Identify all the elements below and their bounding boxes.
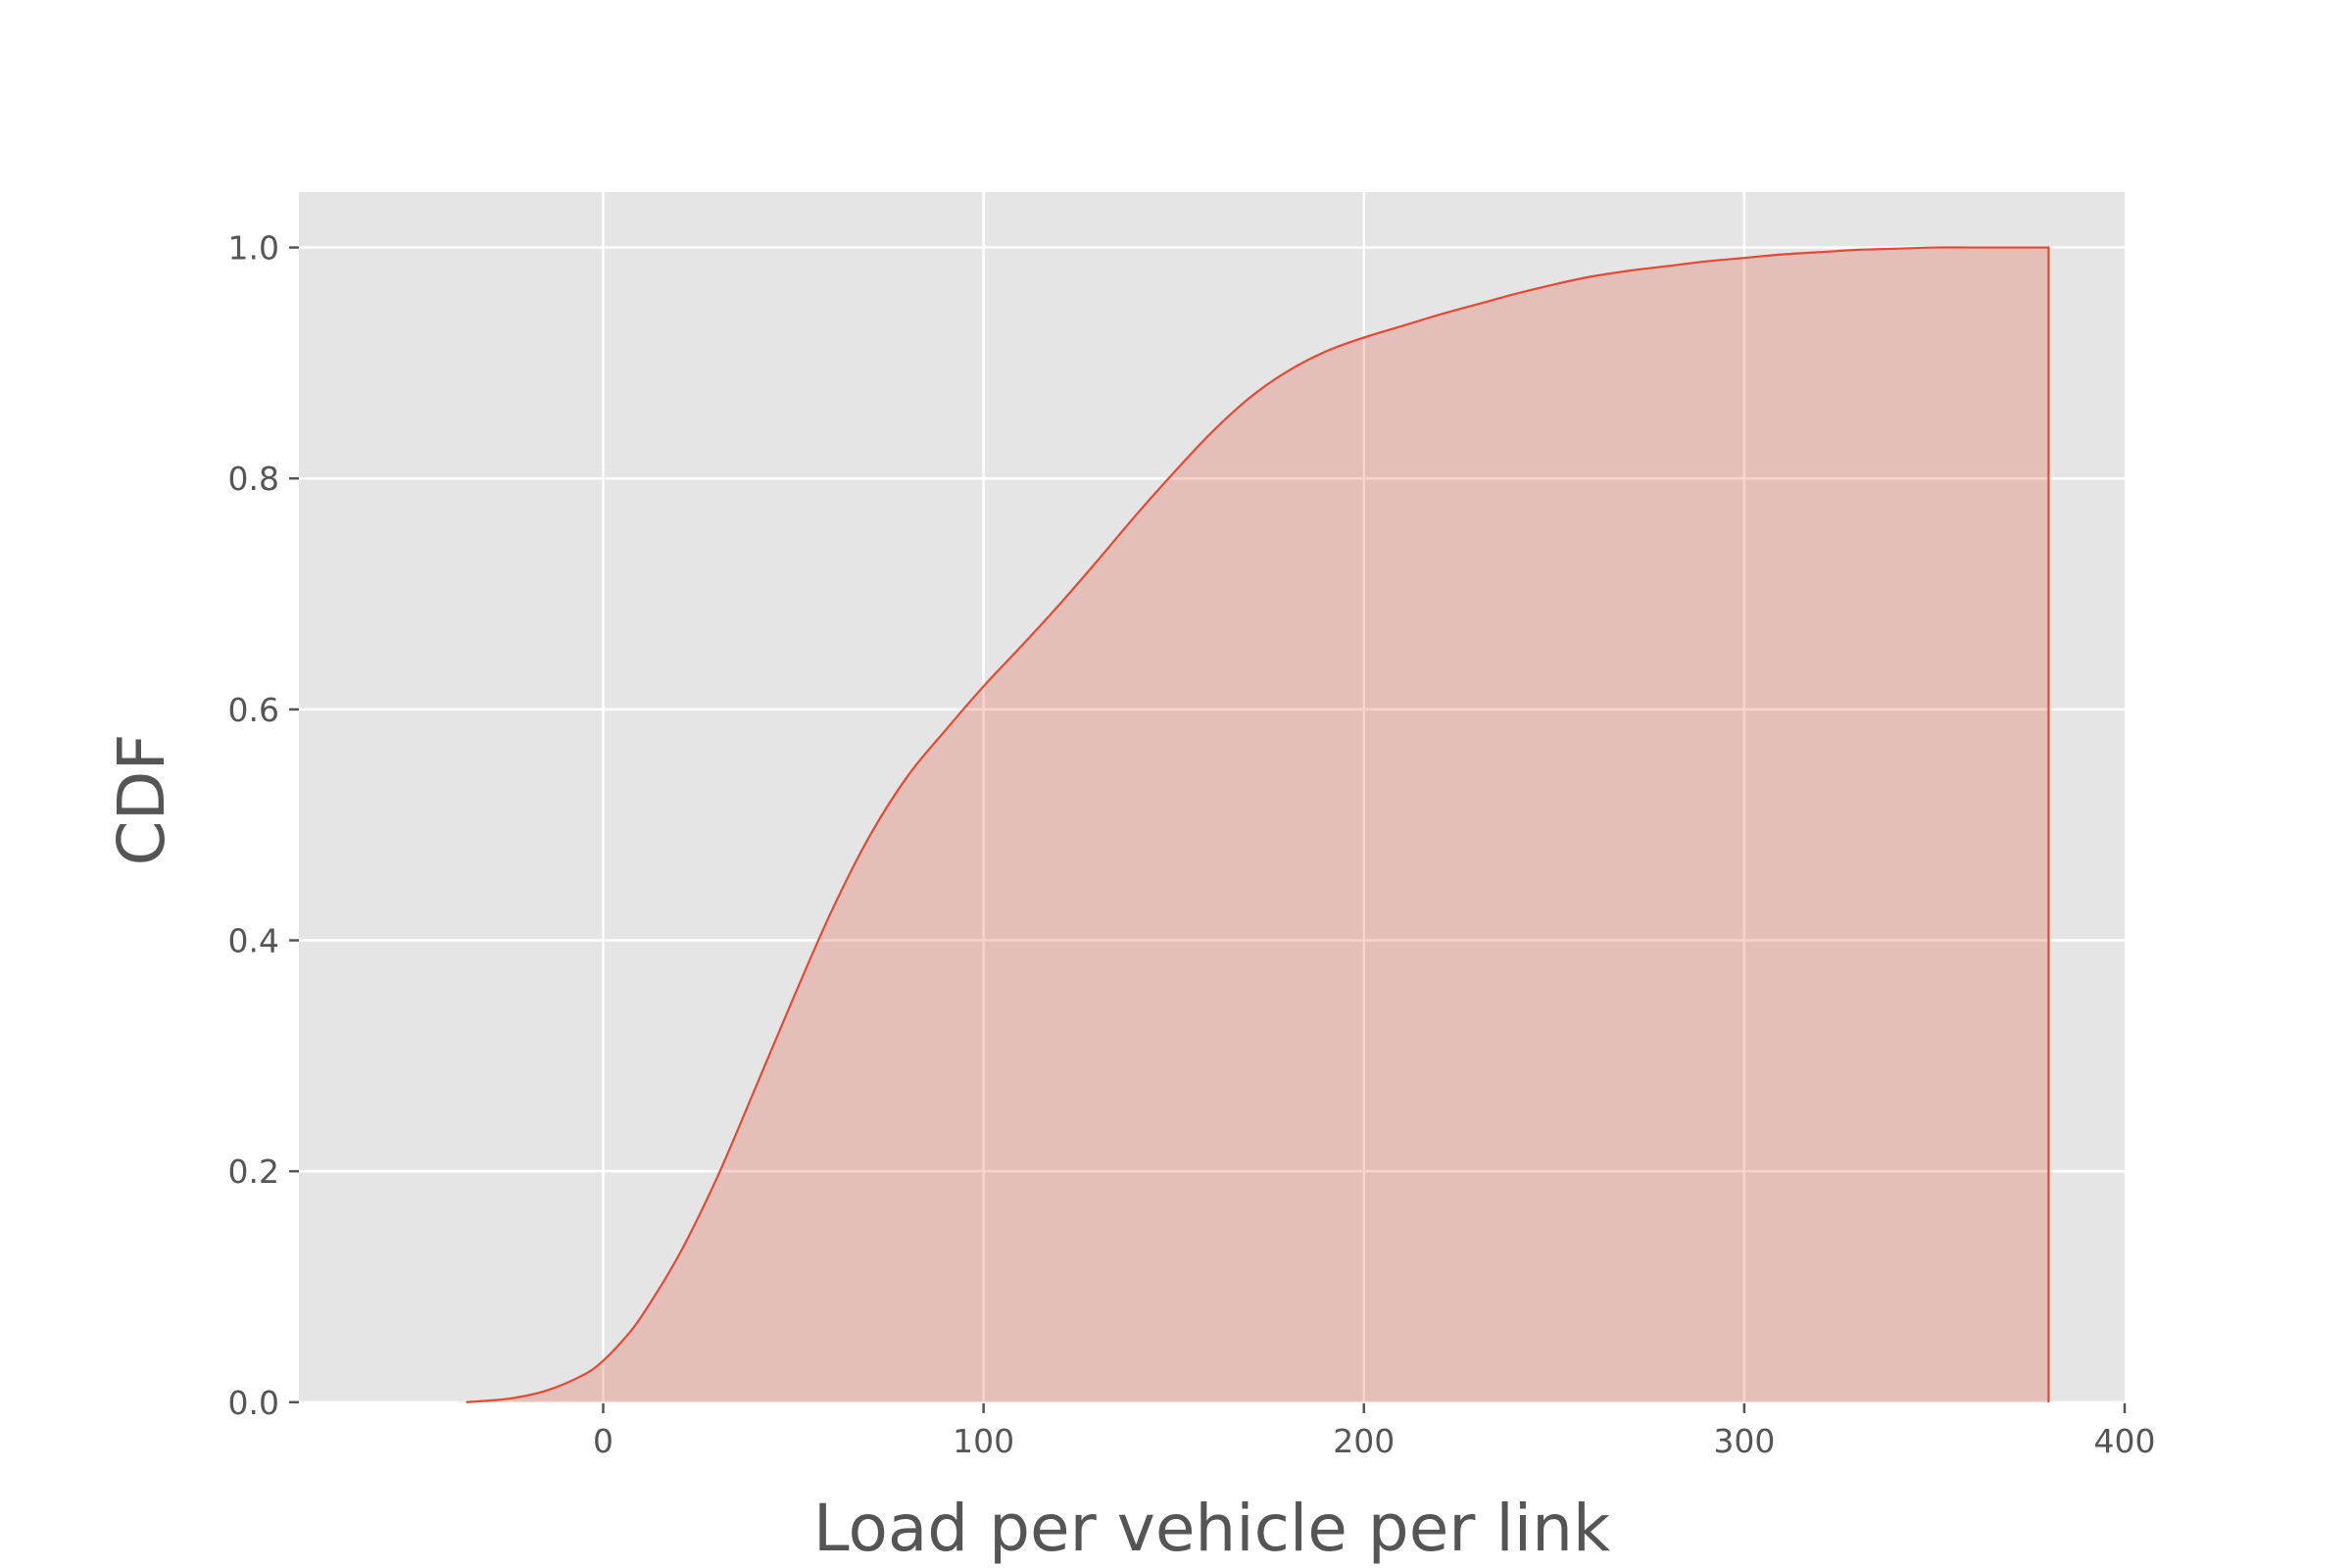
x-tick-label: 300	[1713, 1422, 1775, 1460]
y-axis-label: CDF	[104, 734, 179, 866]
y-tick-label: 0.8	[228, 460, 279, 498]
axis-ticks: 0 100 200 300 400 0.0 0.2 0.4 0.6 0.8 1.0	[228, 229, 2156, 1460]
x-tick-label: 100	[953, 1422, 1014, 1460]
x-tick-label: 400	[2094, 1422, 2156, 1460]
y-tick-label: 0.6	[228, 691, 279, 729]
x-tick-label: 0	[593, 1422, 613, 1460]
x-axis-label: Load per vehicle per link	[813, 1491, 1611, 1566]
y-tick-label: 0.0	[228, 1384, 279, 1422]
y-tick-label: 1.0	[228, 229, 279, 268]
y-tick-label: 0.2	[228, 1152, 279, 1191]
grid-lines	[299, 192, 2125, 1404]
cdf-area-fill	[466, 247, 2049, 1402]
y-tick-label: 0.4	[228, 922, 279, 960]
cdf-line	[466, 246, 2050, 1403]
x-tick-label: 200	[1333, 1422, 1395, 1460]
